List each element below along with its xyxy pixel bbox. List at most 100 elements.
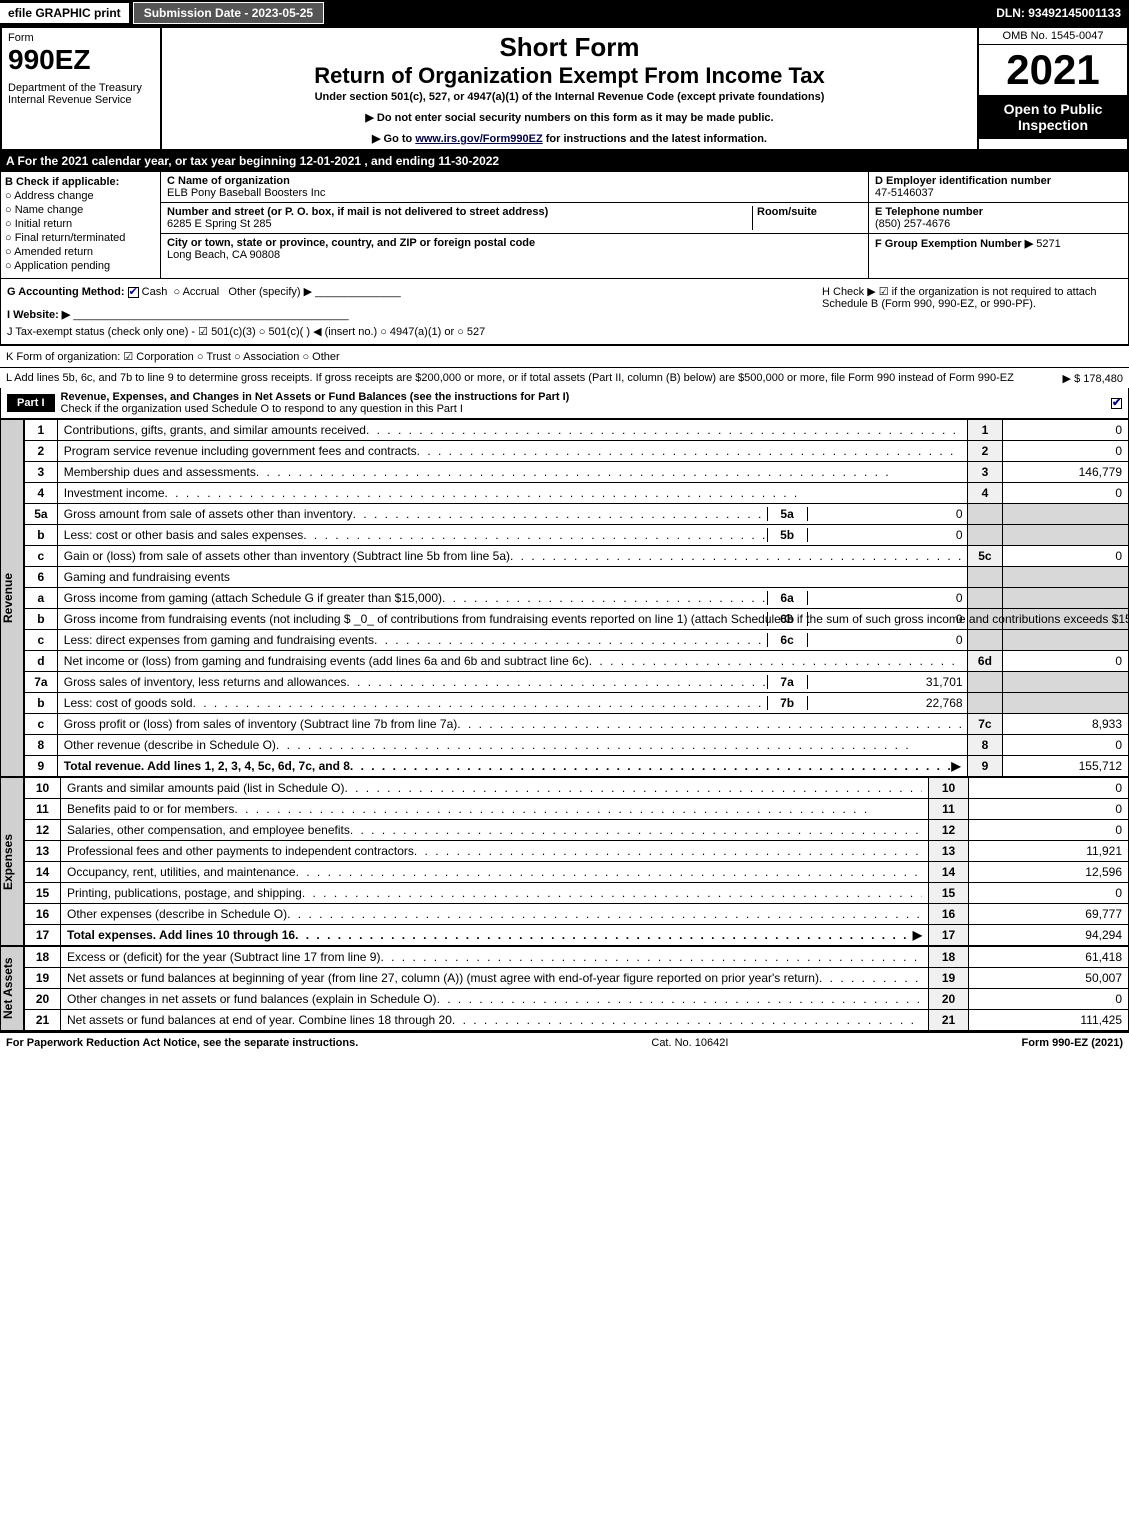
ein-label: D Employer identification number <box>875 175 1051 187</box>
line-value: 50,007 <box>969 968 1129 989</box>
top-bar: efile GRAPHIC print Submission Date - 20… <box>0 0 1129 26</box>
org-address: 6285 E Spring St 285 <box>167 218 272 230</box>
section-h: H Check ▶ ☑ if the organization is not r… <box>822 285 1122 338</box>
page-footer: For Paperwork Reduction Act Notice, see … <box>0 1031 1129 1053</box>
line-desc: Salaries, other compensation, and employ… <box>61 820 929 841</box>
org-addr-row: Number and street (or P. O. box, if mail… <box>161 203 868 234</box>
line-number: 16 <box>25 904 61 925</box>
line-desc: Benefits paid to or for members <box>61 799 929 820</box>
expenses-section: Expenses 10Grants and similar amounts pa… <box>0 777 1129 946</box>
g-cash-check[interactable] <box>128 287 139 298</box>
line-number: 2 <box>25 441 58 462</box>
line-desc: Gross sales of inventory, less returns a… <box>57 672 967 693</box>
line-value: 8,933 <box>1003 714 1129 735</box>
l-text: L Add lines 5b, 6c, and 7b to line 9 to … <box>6 372 1014 384</box>
line-number: b <box>25 693 58 714</box>
department-label: Department of the Treasury Internal Reve… <box>8 82 154 106</box>
ssn-note: ▶ Do not enter social security numbers o… <box>170 111 969 124</box>
line-refnum: 10 <box>929 778 969 799</box>
table-row: bLess: cost or other basis and sales exp… <box>25 525 1129 546</box>
line-refnum: 9 <box>967 756 1003 777</box>
line-a: A For the 2021 calendar year, or tax yea… <box>0 151 1129 171</box>
line-refnum <box>967 630 1003 651</box>
org-city-row: City or town, state or province, country… <box>161 234 868 264</box>
line-desc: Occupancy, rent, utilities, and maintena… <box>61 862 929 883</box>
table-row: aGross income from gaming (attach Schedu… <box>25 588 1129 609</box>
line-desc: Gross income from gaming (attach Schedul… <box>57 588 967 609</box>
table-row: 16Other expenses (describe in Schedule O… <box>25 904 1129 925</box>
line-refnum: 19 <box>929 968 969 989</box>
room-label: Room/suite <box>757 206 817 218</box>
line-refnum: 15 <box>929 883 969 904</box>
section-i: I Website: ▶ ___________________________… <box>7 308 822 321</box>
line-value <box>1003 525 1129 546</box>
line-refnum: 3 <box>967 462 1003 483</box>
section-j: J Tax-exempt status (check only one) - ☑… <box>7 325 822 338</box>
table-row: 7aGross sales of inventory, less returns… <box>25 672 1129 693</box>
line-refnum <box>967 672 1003 693</box>
table-row: cGross profit or (loss) from sales of in… <box>25 714 1129 735</box>
goto-suffix: for instructions and the latest informat… <box>543 133 767 145</box>
chk-final-return[interactable]: Final return/terminated <box>5 232 156 244</box>
part1-schedule-o-check[interactable] <box>1111 398 1122 409</box>
chk-amended-return[interactable]: Amended return <box>5 246 156 258</box>
line-refnum: 13 <box>929 841 969 862</box>
table-row: 1Contributions, gifts, grants, and simil… <box>25 420 1129 441</box>
section-b-header: B Check if applicable: <box>5 176 156 188</box>
line-number: b <box>25 609 58 630</box>
line-value: 0 <box>1003 483 1129 504</box>
line-number: a <box>25 588 58 609</box>
line-desc: Net assets or fund balances at end of ye… <box>61 1010 929 1031</box>
year-block: OMB No. 1545-0047 2021 Open to Public In… <box>977 28 1127 149</box>
line-value: 0 <box>1003 441 1129 462</box>
line-number: b <box>25 525 58 546</box>
line-value: 146,779 <box>1003 462 1129 483</box>
footer-left: For Paperwork Reduction Act Notice, see … <box>6 1037 358 1049</box>
section-e: E Telephone number (850) 257-4676 <box>869 203 1128 234</box>
line-number: 3 <box>25 462 58 483</box>
line-value <box>1003 630 1129 651</box>
line-refnum: 12 <box>929 820 969 841</box>
section-f: F Group Exemption Number ▶ 5271 <box>869 234 1128 253</box>
part1-subtitle: Check if the organization used Schedule … <box>61 403 463 415</box>
line-desc: Other changes in net assets or fund bala… <box>61 989 929 1010</box>
line-value <box>1003 567 1129 588</box>
chk-name-change[interactable]: Name change <box>5 204 156 216</box>
table-row: 6Gaming and fundraising events <box>25 567 1129 588</box>
line-value <box>1003 693 1129 714</box>
table-row: 12Salaries, other compensation, and empl… <box>25 820 1129 841</box>
line-desc: Professional fees and other payments to … <box>61 841 929 862</box>
line-desc: Total expenses. Add lines 10 through 16▶ <box>61 925 929 946</box>
goto-prefix: ▶ Go to <box>372 133 415 145</box>
netassets-section: Net Assets 18Excess or (deficit) for the… <box>0 946 1129 1031</box>
table-row: cGain or (loss) from sale of assets othe… <box>25 546 1129 567</box>
line-number: c <box>25 546 58 567</box>
line-number: 12 <box>25 820 61 841</box>
line-value: 0 <box>1003 420 1129 441</box>
line-refnum <box>967 504 1003 525</box>
form-number: 990EZ <box>8 44 154 76</box>
line-refnum: 5c <box>967 546 1003 567</box>
line-desc: Gain or (loss) from sale of assets other… <box>57 546 967 567</box>
table-row: 17Total expenses. Add lines 10 through 1… <box>25 925 1129 946</box>
line-value: 0 <box>1003 735 1129 756</box>
chk-address-change[interactable]: Address change <box>5 190 156 202</box>
form-title-block: Short Form Return of Organization Exempt… <box>162 28 977 149</box>
group-exemption-label: F Group Exemption Number ▶ <box>875 238 1033 250</box>
line-desc: Total revenue. Add lines 1, 2, 3, 4, 5c,… <box>57 756 967 777</box>
line-number: 4 <box>25 483 58 504</box>
line-value <box>1003 588 1129 609</box>
chk-initial-return[interactable]: Initial return <box>5 218 156 230</box>
efile-label[interactable]: efile GRAPHIC print <box>0 3 129 23</box>
irs-link[interactable]: www.irs.gov/Form990EZ <box>415 133 542 145</box>
line-desc: Excess or (deficit) for the year (Subtra… <box>61 947 929 968</box>
chk-application-pending[interactable]: Application pending <box>5 260 156 272</box>
netassets-table: 18Excess or (deficit) for the year (Subt… <box>24 946 1129 1031</box>
line-desc: Less: cost of goods sold7b22,768 <box>57 693 967 714</box>
line-desc: Gaming and fundraising events <box>57 567 967 588</box>
line-number: 20 <box>25 989 61 1010</box>
line-desc: Less: direct expenses from gaming and fu… <box>57 630 967 651</box>
line-number: c <box>25 630 58 651</box>
table-row: 14Occupancy, rent, utilities, and mainte… <box>25 862 1129 883</box>
line-value: 0 <box>1003 651 1129 672</box>
